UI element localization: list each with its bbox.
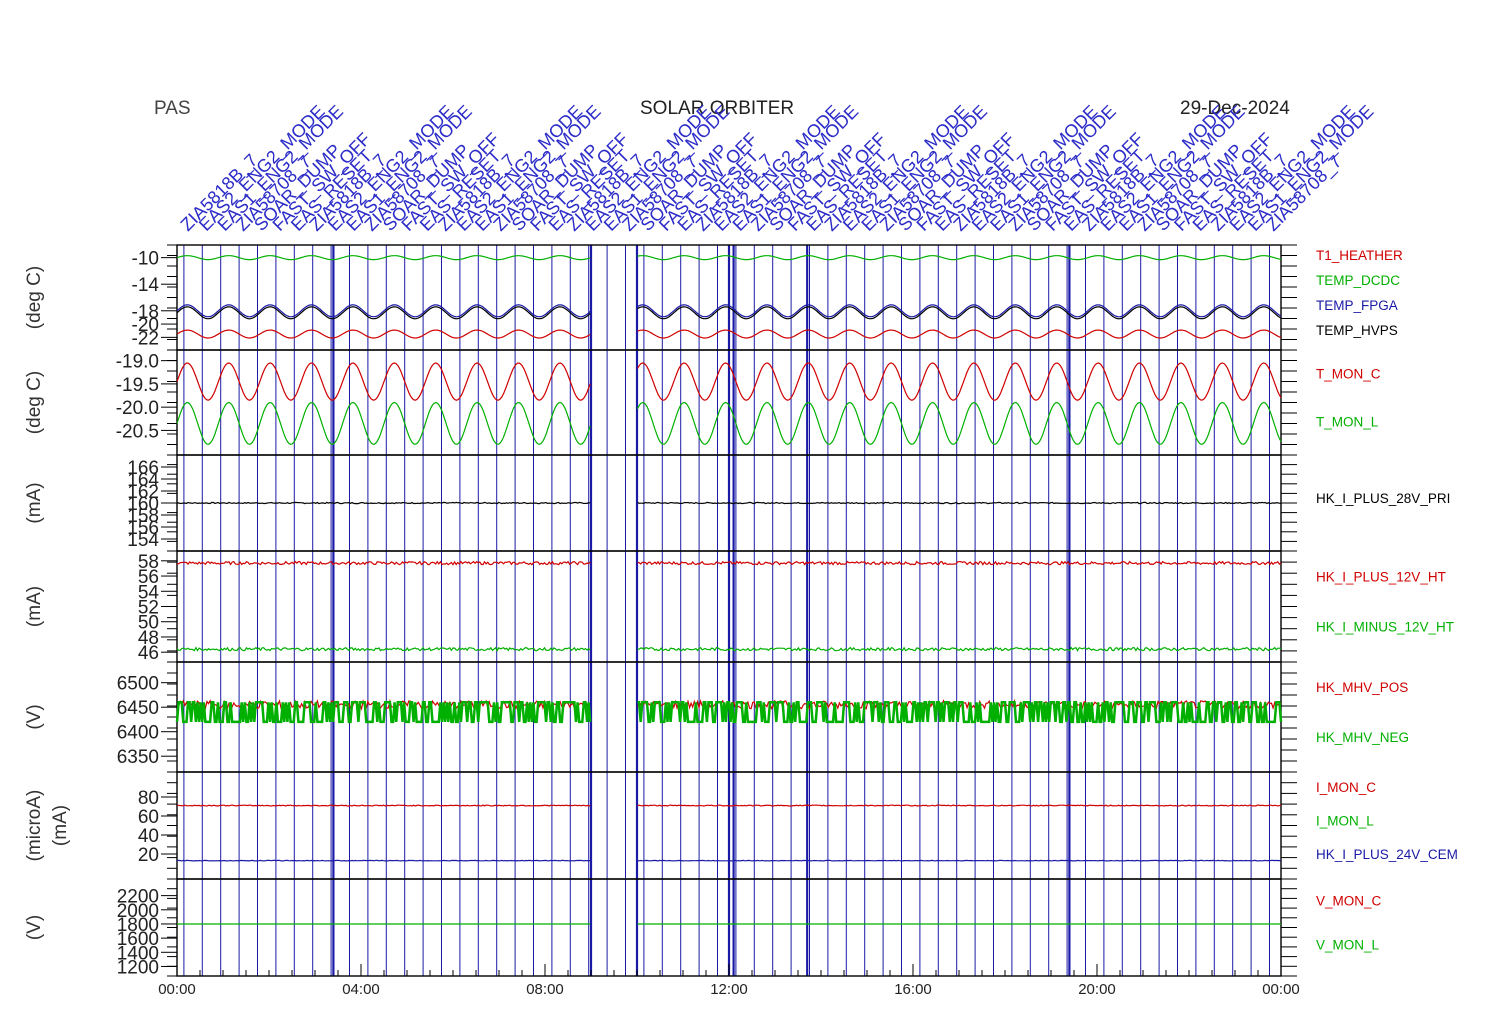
y-tick-label: -20.0 (116, 398, 159, 419)
series-t-mon-l (176, 401, 1282, 445)
legend-hk-i-plus-24v-cem: HK_I_PLUS_24V_CEM (1316, 847, 1458, 862)
y-tick-label: 166 (127, 458, 159, 479)
y-tick-label: 48 (138, 628, 159, 649)
y-axis-label: (microA) (24, 790, 45, 862)
series-temp-hvps (176, 306, 1282, 320)
y-tick-label: 1200 (117, 957, 159, 978)
y-tick-label: -19.0 (116, 352, 159, 373)
panel-5: 6500 6450 6400 6350 (V) HK_MHV_POS HK_MHV_NEG (24, 661, 1409, 773)
y-tick-label: -19.5 (116, 375, 159, 396)
instrument-title: PAS (154, 98, 191, 119)
y-tick-label: 164 (127, 470, 159, 491)
legend-i-mon-c: I_MON_C (1316, 780, 1376, 795)
series-i-mon-c (176, 804, 1282, 807)
legend-hk-mhv-pos: HK_MHV_POS (1316, 680, 1408, 695)
y-tick-label: 60 (138, 807, 159, 828)
event-lines (183, 245, 1270, 976)
legend-t-mon-c: T_MON_C (1316, 367, 1381, 382)
y-axis-label: (deg C) (24, 266, 45, 329)
x-tick-label: 04:00 (342, 981, 380, 998)
legend-v-mon-l: V_MON_L (1316, 938, 1380, 953)
x-tick-label: 00:00 (158, 981, 196, 998)
y-tick-label: 1800 (117, 915, 159, 936)
series-hk-i-plus-28v-pri (176, 501, 1282, 505)
y-tick-label: -20.5 (116, 421, 159, 442)
legend-i-mon-l: I_MON_L (1316, 814, 1374, 829)
legend-t1-heather: T1_HEATHER (1316, 248, 1403, 263)
panel-2: -19.0-19.5-20.0-20.5 (deg C) T_MON_C T_MON_… (24, 349, 1381, 456)
y-tick-label: 52 (138, 598, 159, 619)
y-tick-label: -10 (132, 249, 159, 270)
y-axis-label: (deg C) (24, 371, 45, 434)
y-tick-label: 58 (138, 552, 159, 573)
x-tick-label: 08:00 (526, 981, 564, 998)
y-tick-label: 158 (127, 506, 159, 527)
legend-temp-fpga: TEMP_FPGA (1316, 298, 1398, 313)
series-hk-i-minus-12v-ht (176, 646, 1282, 652)
legend-temp-dcdc: TEMP_DCDC (1316, 273, 1400, 288)
y-tick-label: 2200 (117, 887, 159, 908)
y-tick-label: 6500 (117, 674, 159, 695)
y-tick-label: 1600 (117, 929, 159, 950)
series-t1-heather (176, 329, 1282, 339)
legend-hk-i-plus-28v-pri: HK_I_PLUS_28V_PRI (1316, 491, 1450, 506)
x-tick-label: 16:00 (894, 981, 932, 998)
series-temp-fpga (176, 304, 1282, 318)
y-tick-label: -18 (132, 302, 159, 323)
series-temp-dcdc (176, 255, 1282, 261)
legend-hk-i-minus-12v-ht: HK_I_MINUS_12V_HT (1316, 620, 1454, 635)
series-hk-i-plus-12v-ht (176, 560, 1282, 566)
plot-date: 29-Dec-2024 (1180, 98, 1290, 119)
y-tick-label: 40 (138, 826, 159, 847)
x-tick-label: 20:00 (1078, 981, 1116, 998)
y-tick-label: -20 (132, 315, 159, 336)
y-axis-label: (mA) (24, 586, 45, 627)
legend-hk-i-plus-12v-ht: HK_I_PLUS_12V_HT (1316, 569, 1446, 584)
y-tick-label: 6350 (117, 747, 159, 768)
y-tick-label: 46 (138, 643, 159, 664)
y-axis-label-secondary: (mA) (50, 805, 71, 846)
y-tick-label: 54 (138, 582, 160, 603)
legend-hk-mhv-neg: HK_MHV_NEG (1316, 730, 1409, 745)
legend-temp-hvps: TEMP_HVPS (1316, 323, 1398, 338)
x-tick-label: 00:00 (1262, 981, 1300, 998)
legend-v-mon-c: V_MON_C (1316, 893, 1382, 908)
y-axis-label: (V) (24, 704, 45, 729)
series-hk-i-plus-24v-cem (176, 859, 1282, 862)
y-tick-label: 154 (127, 530, 159, 551)
mission-title: SOLAR ORBITER (640, 98, 795, 119)
y-tick-label: 6450 (117, 698, 159, 719)
y-tick-label: 20 (138, 845, 159, 866)
y-tick-label: -14 (132, 275, 160, 296)
y-tick-label: 1400 (117, 943, 159, 964)
y-tick-label: 162 (127, 482, 159, 503)
x-tick-label: 12:00 (710, 981, 748, 998)
series-t-mon-c (176, 362, 1282, 401)
y-tick-label: 156 (127, 518, 159, 539)
y-axis-label: (V) (24, 915, 45, 940)
series-hk-mhv-neg (175, 701, 1283, 724)
legend-t-mon-l: T_MON_L (1316, 414, 1379, 429)
y-tick-label: 2000 (117, 901, 159, 922)
y-tick-label: 160 (127, 494, 159, 515)
x-axis: 00:00 04:00 08:00 12:00 16:00 20:00 00:00 (158, 964, 1300, 998)
event-labels: ZIA5818B_7EAS2_ENG2_MODEEAS1_ENG2_MODEZI… (177, 101, 1379, 235)
y-axis-label: (mA) (24, 482, 45, 523)
y-tick-label: 6400 (117, 723, 159, 744)
y-tick-label: -22 (132, 328, 159, 349)
y-tick-label: 80 (138, 788, 159, 809)
y-tick-label: 50 (138, 613, 159, 634)
y-tick-label: 56 (138, 567, 159, 588)
